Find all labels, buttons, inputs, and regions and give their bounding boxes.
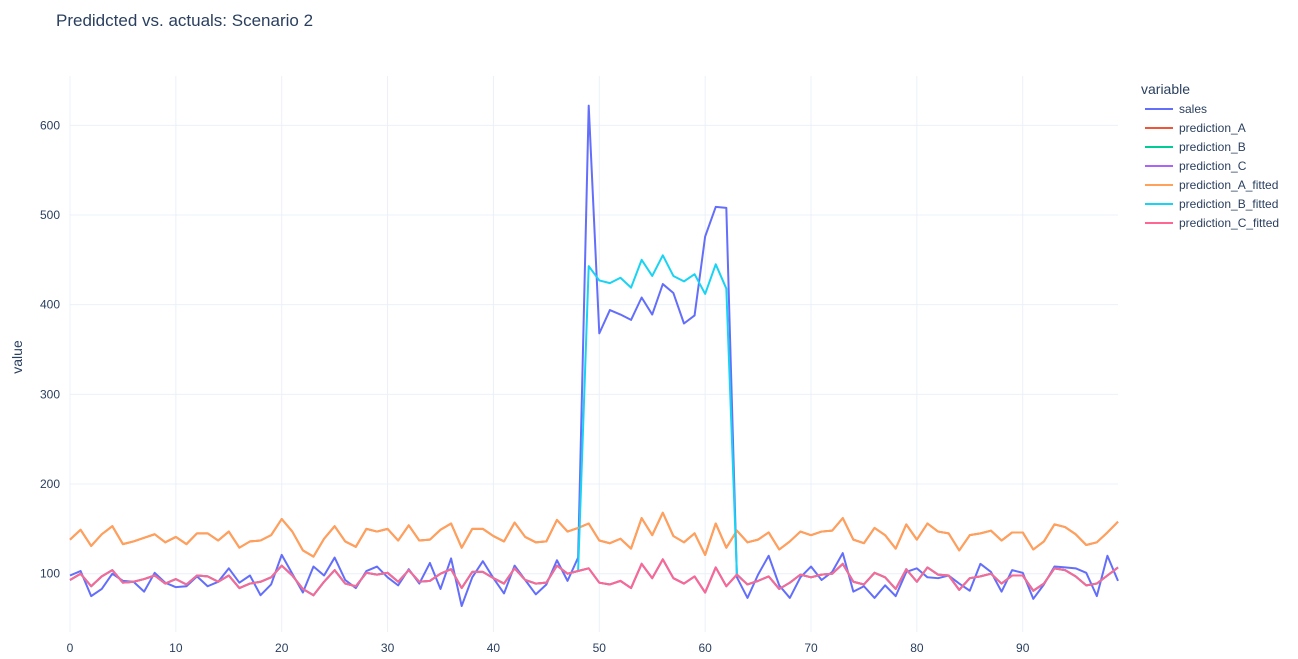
x-tick-label: 60 — [698, 641, 712, 655]
y-tick-label: 400 — [40, 298, 60, 312]
legend-item-prediction-A[interactable]: prediction_A — [1145, 121, 1246, 135]
legend-label: prediction_A — [1179, 121, 1246, 135]
legend[interactable]: variable sales prediction_A prediction_Bpr… — [1141, 81, 1279, 230]
series-line-prediction-A-fitted — [69, 511, 1119, 558]
y-tick-label: 300 — [40, 387, 60, 401]
legend-item-prediction-C-fitted[interactable]: prediction_C_fitted — [1145, 216, 1279, 230]
legend-item-sales[interactable]: sales — [1145, 102, 1207, 116]
legend-item-prediction-B[interactable]: prediction_B — [1145, 140, 1246, 154]
legend-item-prediction-A-fitted[interactable]: prediction_A_fitted — [1145, 178, 1278, 192]
x-tick-label: 80 — [910, 641, 924, 655]
legend-label: prediction_A_fitted — [1179, 178, 1278, 192]
y-axis-title: value — [9, 340, 25, 374]
x-tick-label: 20 — [275, 641, 289, 655]
y-tick-label: 500 — [40, 208, 60, 222]
legend-title: variable — [1141, 81, 1190, 97]
series-lines — [69, 104, 1119, 607]
y-tick-label: 600 — [40, 118, 60, 132]
x-tick-label: 10 — [169, 641, 183, 655]
legend-label: prediction_B — [1179, 140, 1246, 154]
y-tick-label: 100 — [40, 567, 60, 581]
x-tick-label: 0 — [67, 641, 74, 655]
series-line-prediction-B-fitted — [69, 254, 1119, 597]
grid-lines — [69, 76, 1118, 632]
chart-title: Predidcted vs. actuals: Scenario 2 — [56, 11, 313, 30]
series-line-sales — [69, 104, 1119, 607]
legend-label: sales — [1179, 102, 1207, 116]
x-tick-label: 30 — [381, 641, 395, 655]
series-line-prediction-A — [69, 511, 1119, 558]
legend-item-prediction-B-fitted[interactable]: prediction_B_fitted — [1145, 197, 1278, 211]
x-tick-label: 90 — [1016, 641, 1030, 655]
legend-label: prediction_C — [1179, 159, 1247, 173]
axis-ticks: 0 10 20 30 40 50 60 70 80 90 100 200 300 400 500 600 — [40, 118, 1030, 655]
y-tick-label: 200 — [40, 477, 60, 491]
x-tick-label: 50 — [593, 641, 607, 655]
x-tick-label: 70 — [804, 641, 818, 655]
x-tick-label: 40 — [487, 641, 501, 655]
legend-item-prediction-C[interactable]: prediction_C — [1145, 159, 1247, 173]
series-line-prediction-C-fitted — [69, 558, 1119, 597]
legend-label: prediction_C_fitted — [1179, 216, 1279, 230]
legend-label: prediction_B_fitted — [1179, 197, 1278, 211]
